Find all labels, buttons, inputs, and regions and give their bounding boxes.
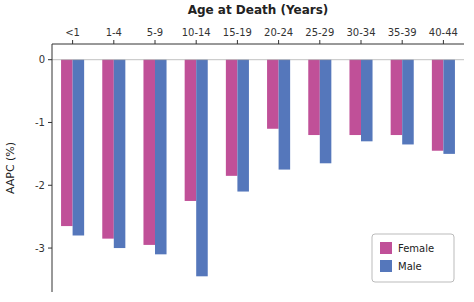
bar <box>308 60 320 135</box>
x-tick-label: 10-14 <box>182 27 211 38</box>
y-tick-label: 0 <box>39 54 45 65</box>
x-tick <box>155 40 156 44</box>
bar <box>391 60 403 135</box>
bar <box>361 60 373 142</box>
y-axis-line <box>52 44 53 292</box>
bar <box>102 60 114 239</box>
x-tick-label: 25-29 <box>305 27 334 38</box>
zero-line <box>52 59 464 60</box>
x-tick <box>113 40 114 44</box>
bar <box>155 60 167 255</box>
x-tick <box>278 40 279 44</box>
x-tick <box>237 40 238 44</box>
y-tick <box>48 122 52 123</box>
y-tick <box>48 248 52 249</box>
bar <box>73 60 85 236</box>
bar <box>432 60 444 151</box>
x-tick-label: 40-44 <box>429 27 458 38</box>
x-tick-label: 1-4 <box>106 27 122 38</box>
bar <box>61 60 73 226</box>
legend-label: Male <box>398 261 422 272</box>
bar <box>443 60 455 154</box>
x-tick-label: 35-39 <box>388 27 417 38</box>
legend-swatch <box>380 242 392 254</box>
x-tick <box>72 40 73 44</box>
x-tick <box>319 40 320 44</box>
bar <box>143 60 155 245</box>
bar <box>320 60 332 164</box>
x-tick-label: 15-19 <box>223 27 252 38</box>
title: Age at Death (Years) <box>188 3 329 17</box>
chart: Age at Death (Years) <1 1-4 5-9 10-14 15-19 20… <box>0 0 474 302</box>
x-tick-label: 20-24 <box>264 27 293 38</box>
y-tick-label: -2 <box>35 180 45 191</box>
y-tick <box>48 185 52 186</box>
bar <box>267 60 279 129</box>
bar <box>114 60 126 248</box>
bar <box>402 60 414 145</box>
bar <box>185 60 197 201</box>
legend-box <box>372 234 454 282</box>
bar <box>226 60 238 176</box>
bar <box>237 60 249 192</box>
bar <box>349 60 361 135</box>
chart-container: Age at Death (Years) <1 1-4 5-9 10-14 15-19 20… <box>0 0 474 302</box>
bar <box>196 60 208 277</box>
x-tick <box>361 40 362 44</box>
legend-swatch <box>380 260 392 272</box>
x-tick <box>443 40 444 44</box>
x-tick-label: <1 <box>65 27 80 38</box>
x-tick <box>196 40 197 44</box>
y-axis-label: AAPC (%) <box>4 142 17 194</box>
x-tick <box>402 40 403 44</box>
x-tick-label: 5-9 <box>147 27 163 38</box>
bar <box>279 60 291 170</box>
x-tick-label: 30-34 <box>346 27 375 38</box>
legend: Female Male <box>372 234 454 282</box>
y-tick-label: -1 <box>35 117 45 128</box>
y-tick-label: -3 <box>35 243 45 254</box>
y-tick <box>48 59 52 60</box>
legend-label: Female <box>398 243 434 254</box>
